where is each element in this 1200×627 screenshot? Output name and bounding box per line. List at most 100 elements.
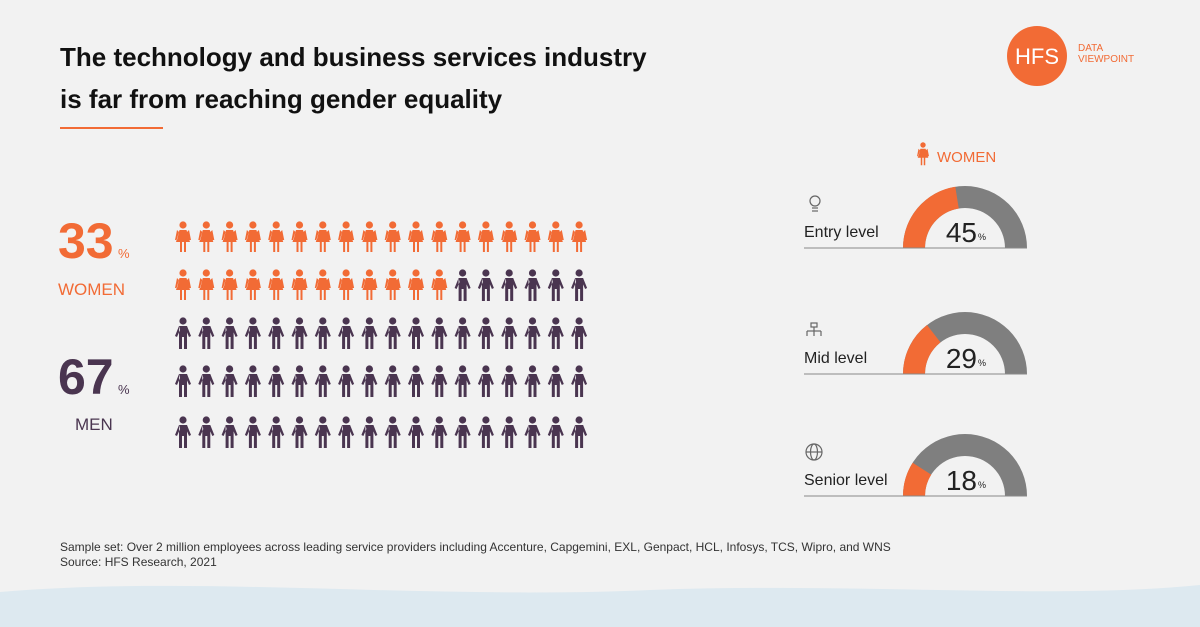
icon-body bbox=[431, 326, 448, 349]
icon-head bbox=[179, 416, 187, 424]
icon-head bbox=[365, 221, 373, 229]
icon-body bbox=[477, 230, 494, 252]
icon-body bbox=[361, 278, 378, 300]
icon-body bbox=[547, 230, 564, 252]
man-icon bbox=[524, 317, 541, 349]
icon-head bbox=[249, 221, 257, 229]
icon-body bbox=[175, 278, 191, 300]
icon-body bbox=[501, 374, 518, 397]
man-icon bbox=[524, 269, 541, 301]
icon-head bbox=[249, 416, 257, 424]
icon-head bbox=[202, 317, 210, 325]
icon-body bbox=[454, 374, 471, 397]
gauge-unit: % bbox=[978, 358, 986, 368]
icon-head bbox=[459, 269, 467, 277]
level-label: Senior level bbox=[804, 472, 888, 489]
icon-head bbox=[505, 317, 513, 325]
man-icon bbox=[454, 269, 471, 301]
icon-head bbox=[412, 317, 420, 325]
icon-body bbox=[244, 230, 261, 252]
icon-body bbox=[408, 278, 424, 300]
icon-head bbox=[505, 221, 513, 229]
icon-body bbox=[571, 326, 588, 349]
man-icon bbox=[571, 365, 588, 397]
icon-head bbox=[342, 416, 350, 424]
man-icon bbox=[268, 416, 285, 448]
icon-head bbox=[505, 416, 513, 424]
gauge-unit: % bbox=[978, 480, 986, 490]
icon-head bbox=[365, 317, 373, 325]
woman-icon bbox=[408, 221, 424, 252]
man-icon bbox=[547, 365, 564, 397]
icon-body bbox=[384, 374, 401, 397]
icon-head bbox=[319, 365, 327, 373]
gauge-value bbox=[903, 325, 941, 374]
icon-head bbox=[342, 365, 350, 373]
series-name: MEN bbox=[75, 415, 113, 434]
man-icon bbox=[477, 269, 494, 301]
icon-body bbox=[175, 326, 191, 349]
man-icon bbox=[454, 317, 471, 349]
icon-body bbox=[198, 326, 215, 349]
icon-body bbox=[291, 278, 308, 300]
icon-head bbox=[319, 416, 327, 424]
icon-body bbox=[198, 374, 215, 397]
icon-head bbox=[226, 221, 234, 229]
icon-body bbox=[291, 374, 308, 397]
icon-head bbox=[482, 317, 490, 325]
icon-body bbox=[268, 425, 285, 448]
man-icon bbox=[408, 317, 424, 349]
icon-head bbox=[552, 221, 560, 229]
footnote: Sample set: Over 2 million employees acr… bbox=[60, 540, 891, 554]
big-value: 67 bbox=[58, 349, 114, 405]
icon-head bbox=[575, 365, 583, 373]
icon-head bbox=[482, 365, 490, 373]
icon-head bbox=[575, 416, 583, 424]
level-label: Mid level bbox=[804, 350, 867, 367]
man-icon bbox=[547, 269, 564, 301]
icon-body bbox=[361, 326, 378, 349]
icon-body bbox=[408, 374, 424, 397]
icon-body bbox=[547, 425, 564, 448]
icon-head bbox=[435, 365, 443, 373]
icon-body bbox=[338, 374, 355, 397]
icon-body bbox=[221, 425, 238, 448]
icon-head bbox=[575, 269, 583, 277]
icon-head bbox=[389, 416, 397, 424]
icon-head bbox=[552, 365, 560, 373]
icon-head bbox=[528, 416, 537, 424]
icon-head bbox=[249, 365, 257, 373]
icon-head bbox=[482, 416, 490, 424]
man-icon bbox=[291, 317, 308, 349]
woman-icon bbox=[221, 269, 238, 300]
icon-body bbox=[291, 425, 308, 448]
icon-body bbox=[338, 230, 355, 252]
man-icon bbox=[384, 365, 401, 397]
man-icon bbox=[221, 416, 238, 448]
woman-icon bbox=[338, 221, 355, 252]
icon-head bbox=[202, 416, 210, 424]
woman-icon bbox=[221, 221, 238, 252]
man-icon bbox=[524, 365, 541, 397]
man-icon bbox=[571, 269, 588, 301]
icon-body bbox=[431, 425, 448, 448]
icon-body bbox=[408, 230, 424, 252]
icon-head bbox=[435, 269, 443, 277]
icon-head bbox=[552, 416, 560, 424]
icon-body bbox=[361, 374, 378, 397]
woman-icon bbox=[384, 269, 401, 300]
gauge-track bbox=[903, 312, 1027, 374]
icon-head bbox=[459, 221, 467, 229]
logo-text: VIEWPOINT bbox=[1078, 54, 1134, 65]
icon-head bbox=[342, 317, 350, 325]
icon-body bbox=[524, 425, 541, 448]
icon-body bbox=[384, 230, 401, 252]
man-icon bbox=[198, 365, 215, 397]
man-icon bbox=[314, 317, 331, 349]
man-icon bbox=[175, 317, 191, 349]
man-icon bbox=[314, 416, 331, 448]
woman-icon bbox=[268, 269, 285, 300]
woman-icon bbox=[431, 221, 448, 252]
icon-head bbox=[202, 269, 210, 277]
